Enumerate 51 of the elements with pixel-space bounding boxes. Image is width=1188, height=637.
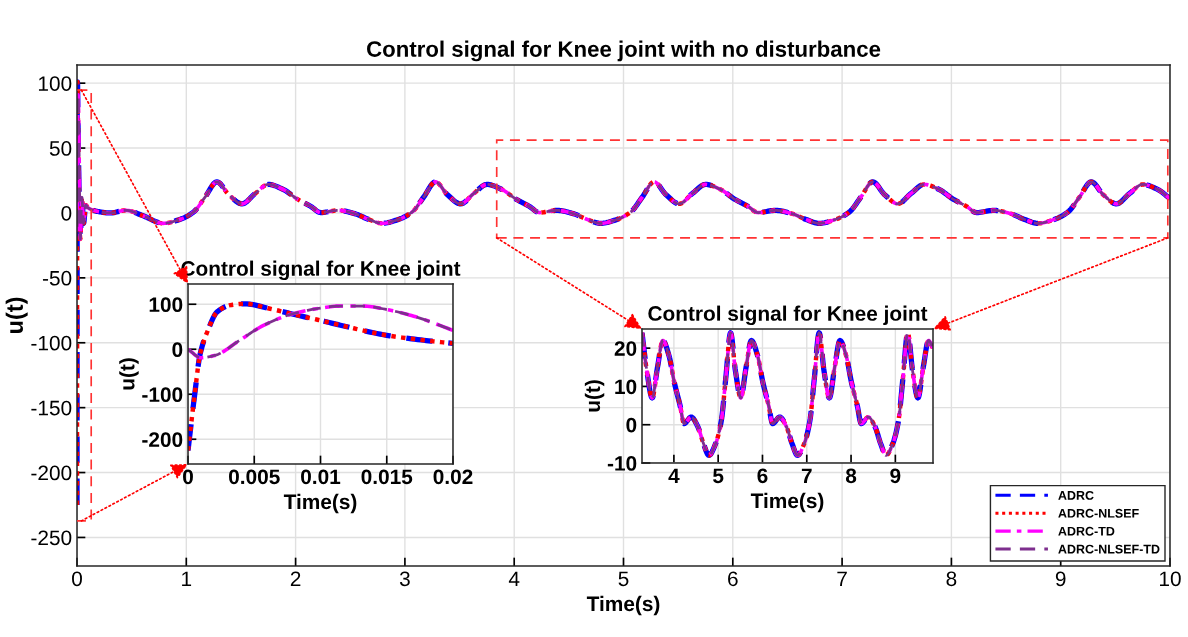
x-tick-label: 4 xyxy=(508,571,520,586)
x-tick-label: 10 xyxy=(1160,571,1181,587)
x-tick-label: 6 xyxy=(728,571,738,587)
x-tick-label: 3 xyxy=(399,571,410,587)
x-tick-label: 9 xyxy=(890,468,901,484)
y-tick-label: -150 xyxy=(31,400,72,416)
x-tick-label: 7 xyxy=(801,468,812,483)
x-tick-label: 2 xyxy=(290,571,301,586)
y-tick-label: 100 xyxy=(38,76,72,91)
x-tick-label: 5 xyxy=(713,468,724,484)
y-axis-title: u(t) xyxy=(119,358,139,390)
x-tick-label: 0 xyxy=(183,469,193,485)
chart-title: Control signal for Knee joint with no disturbance xyxy=(367,40,881,62)
y-tick-label: 0 xyxy=(61,205,72,221)
y-tick-label: 20 xyxy=(614,341,637,356)
chart-title: Control signal for Knee joint xyxy=(181,260,461,281)
x-tick-label: 4 xyxy=(668,468,680,483)
x-tick-label: 0.02 xyxy=(433,469,473,485)
x-tick-label: 1 xyxy=(182,571,192,586)
y-tick-label: 0 xyxy=(626,417,637,433)
x-axis-title: Time(s) xyxy=(750,492,824,513)
y-tick-label: 100 xyxy=(149,297,183,312)
legend-label: ADRC-NLSEF-TD xyxy=(1058,544,1160,554)
legend-label: ADRC-NLSEF xyxy=(1058,508,1139,518)
y-tick-label: -100 xyxy=(142,387,183,402)
x-tick-label: 8 xyxy=(946,571,957,587)
x-axis-title: Time(s) xyxy=(586,595,660,616)
x-tick-label: 8 xyxy=(845,468,857,484)
y-tick-label: -250 xyxy=(31,530,72,546)
x-tick-label: 6 xyxy=(757,468,768,484)
x-tick-label: 9 xyxy=(1055,571,1066,587)
y-axis-title: u(t) xyxy=(584,380,605,412)
y-tick-label: -100 xyxy=(31,335,72,351)
y-tick-label: -200 xyxy=(142,432,183,447)
x-tick-label: 7 xyxy=(837,571,847,586)
chart-title: Control signal for Knee joint xyxy=(648,305,928,326)
legend-label: ADRC xyxy=(1058,490,1094,500)
y-tick-label: 50 xyxy=(49,141,72,156)
y-tick-label: -200 xyxy=(31,465,72,481)
x-axis-title: Time(s) xyxy=(283,493,357,514)
y-axis-title: u(t) xyxy=(5,297,28,334)
y-tick-label: 10 xyxy=(615,379,637,395)
y-tick-label: -50 xyxy=(42,270,72,286)
y-tick-label: 0 xyxy=(172,342,183,357)
y-tick-label: -10 xyxy=(607,456,637,471)
x-tick-label: 0.005 xyxy=(229,469,280,485)
legend-label: ADRC-TD xyxy=(1058,526,1115,536)
x-tick-label: 0.015 xyxy=(361,469,413,485)
x-tick-label: 5 xyxy=(618,571,629,587)
x-tick-label: 0 xyxy=(72,571,82,587)
x-tick-label: 0.01 xyxy=(301,469,341,485)
